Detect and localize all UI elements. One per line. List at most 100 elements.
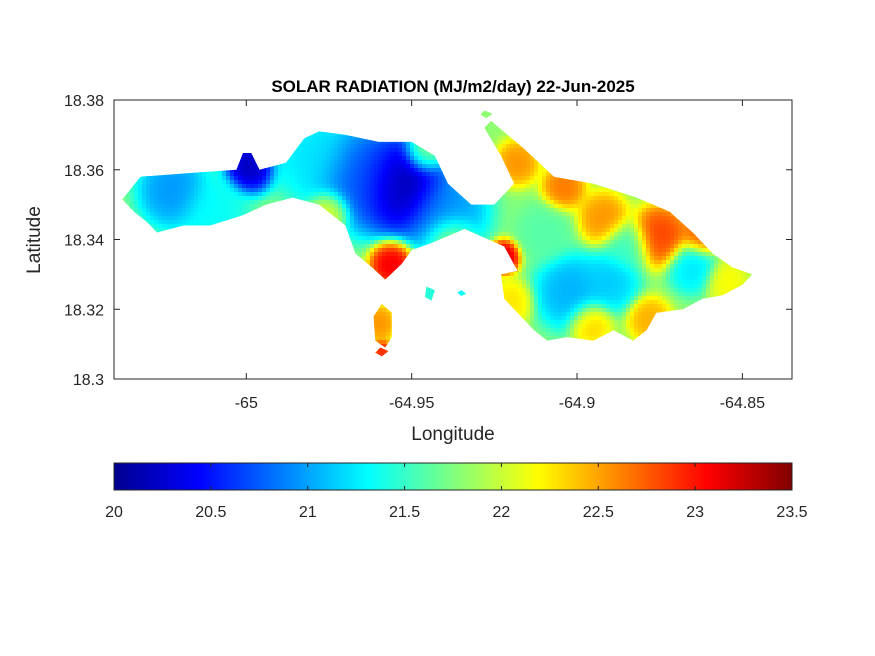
heatmap-cell <box>202 220 207 225</box>
heatmap-cell <box>266 184 271 189</box>
heatmap-cell <box>266 192 271 197</box>
heatmap-cell <box>334 188 339 193</box>
heatmap-cell <box>394 240 399 245</box>
heatmap-cell <box>358 216 363 221</box>
heatmap-cell <box>322 136 327 141</box>
heatmap-cell <box>262 200 267 205</box>
heatmap-cell <box>310 148 315 153</box>
heatmap-cell <box>358 228 363 233</box>
heatmap-cell <box>290 160 295 165</box>
heatmap-cell <box>350 224 355 229</box>
heatmap-cell <box>270 184 275 189</box>
heatmap-cell <box>350 172 355 177</box>
heatmap-cell <box>354 152 359 157</box>
heatmap-cell <box>390 140 395 145</box>
heatmap-cell <box>174 200 179 205</box>
heatmap-cell <box>238 188 243 193</box>
heatmap-cell <box>398 144 403 149</box>
heatmap-cell <box>382 236 387 241</box>
heatmap-cell <box>366 172 371 177</box>
heatmap-cell <box>230 176 235 181</box>
heatmap-cell <box>214 220 219 225</box>
heatmap-cell <box>238 208 243 213</box>
heatmap-cell <box>398 152 403 157</box>
heatmap-cell <box>322 196 327 201</box>
heatmap-cell <box>394 228 399 233</box>
heatmap-cell <box>166 196 171 201</box>
heatmap-cell <box>330 188 335 193</box>
heatmap-cell <box>338 164 343 169</box>
heatmap-cell <box>262 188 267 193</box>
heatmap-cell <box>366 192 371 197</box>
heatmap-cell <box>170 188 175 193</box>
heatmap-cell <box>394 248 399 253</box>
heatmap-cell <box>378 336 383 341</box>
heatmap-cell <box>134 188 139 193</box>
heatmap-cell <box>310 200 315 205</box>
heatmap-cell <box>318 192 323 197</box>
heatmap-cell <box>378 200 383 205</box>
heatmap-cell <box>190 216 195 221</box>
heatmap-cell <box>282 180 287 185</box>
heatmap-cell <box>374 268 379 273</box>
heatmap-cell <box>310 180 315 185</box>
heatmap-cell <box>274 168 279 173</box>
heatmap-cell <box>382 168 387 173</box>
heatmap-cell <box>226 188 231 193</box>
heatmap-cell <box>390 180 395 185</box>
heatmap-cell <box>322 132 327 137</box>
heatmap-cell <box>314 196 319 201</box>
heatmap-cell <box>138 204 143 209</box>
heatmap-cell <box>326 184 331 189</box>
heatmap-cell <box>382 184 387 189</box>
heatmap-cell <box>370 264 375 269</box>
heatmap-cell <box>174 172 179 177</box>
heatmap-cell <box>210 196 215 201</box>
heatmap-cell <box>378 164 383 169</box>
heatmap-cell <box>210 192 215 197</box>
heatmap-cell <box>154 216 159 221</box>
heatmap-cell <box>370 236 375 241</box>
heatmap-cell <box>366 236 371 241</box>
heatmap-cell <box>390 188 395 193</box>
heatmap-cell <box>366 144 371 149</box>
heatmap-cell <box>342 148 347 153</box>
heatmap-cell <box>210 172 215 177</box>
heatmap-cell <box>350 212 355 217</box>
heatmap-cell <box>358 144 363 149</box>
heatmap-cell <box>366 208 371 213</box>
heatmap-cell <box>350 184 355 189</box>
heatmap-cell <box>150 212 155 217</box>
heatmap-cell <box>378 236 383 241</box>
heatmap-cell <box>290 180 295 185</box>
heatmap-cell <box>346 184 351 189</box>
heatmap-cell <box>206 176 211 181</box>
heatmap-cell <box>342 184 347 189</box>
heatmap-cell <box>246 152 251 157</box>
heatmap-cell <box>258 192 263 197</box>
heatmap-cell <box>390 192 395 197</box>
heatmap-cell <box>174 216 179 221</box>
heatmap-cell <box>246 156 251 161</box>
heatmap-cell <box>242 204 247 209</box>
heatmap-cell <box>186 184 191 189</box>
heatmap-cell <box>358 212 363 217</box>
heatmap-cell <box>370 180 375 185</box>
heatmap-cell <box>334 176 339 181</box>
heatmap-cell <box>390 260 395 265</box>
heatmap-cell <box>286 192 291 197</box>
heatmap-cell <box>354 244 359 249</box>
heatmap-cell <box>322 144 327 149</box>
heatmap-cell <box>338 168 343 173</box>
heatmap-cell <box>270 176 275 181</box>
heatmap-cell <box>354 156 359 161</box>
heatmap-cell <box>366 204 371 209</box>
heatmap-cell <box>302 172 307 177</box>
heatmap-cell <box>310 176 315 181</box>
heatmap-cell <box>218 212 223 217</box>
heatmap-cell <box>334 164 339 169</box>
heatmap-cell <box>354 204 359 209</box>
heatmap-cell <box>262 184 267 189</box>
heatmap-cell <box>198 184 203 189</box>
heatmap-cell <box>238 160 243 165</box>
